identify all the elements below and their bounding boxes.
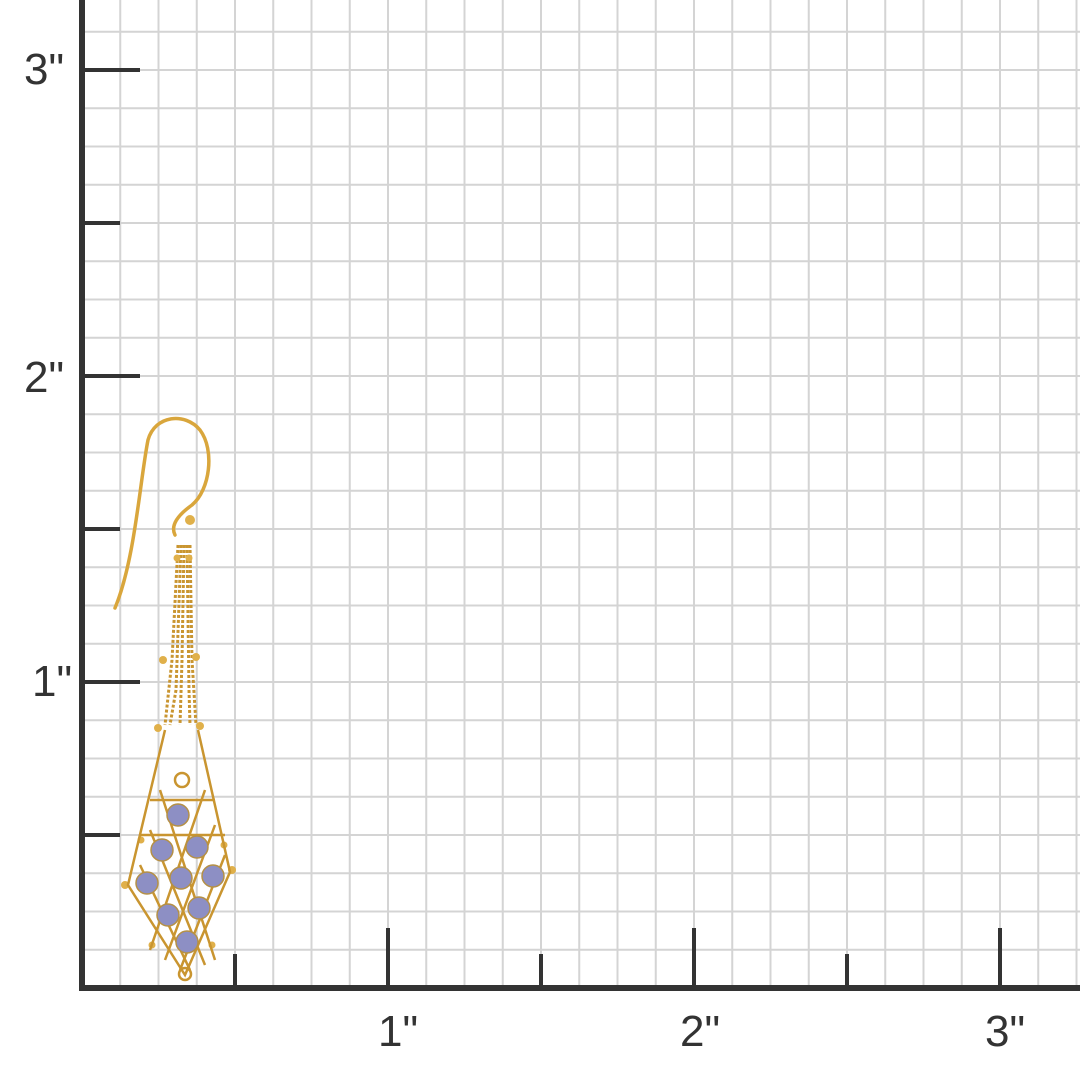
hook-bead [185,515,195,525]
y-label-1in: 1" [32,657,73,706]
gemstone [150,838,174,862]
gemstone [185,835,209,859]
x-label-1in: 1" [378,1007,419,1056]
y-label-2in: 2" [24,353,65,402]
gemstones [135,803,225,954]
gemstone [166,803,190,827]
ear-hook [113,416,211,610]
x-label-3in: 3" [985,1007,1026,1056]
y-label-3in: 3" [24,45,65,94]
gemstone [169,866,193,890]
gemstone [175,930,199,954]
axes [79,0,1080,991]
earring-image [113,416,236,982]
gemstone [187,896,211,920]
gemstone [201,864,225,888]
gemstone [135,871,159,895]
chain-strands [163,544,198,726]
gemstone [156,903,180,927]
grid-lines [82,0,1080,988]
x-label-2in: 2" [680,1007,721,1056]
